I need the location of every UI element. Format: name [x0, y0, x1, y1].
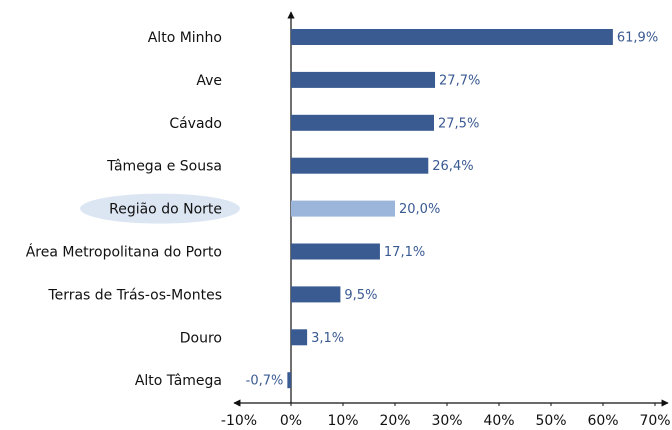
- value-label: 61,9%: [617, 31, 658, 46]
- x-tick-label: 60%: [587, 413, 618, 429]
- x-tick-label: 30%: [431, 413, 462, 429]
- x-tick-label: -10%: [221, 413, 257, 429]
- highlight: [80, 193, 240, 224]
- y-tick-label: Cávado: [169, 116, 222, 132]
- bar: [291, 157, 429, 174]
- y-tick-label: Tâmega e Sousa: [106, 159, 222, 175]
- bar: [291, 29, 613, 45]
- bar: [291, 200, 395, 217]
- bar: [291, 243, 380, 260]
- y-tick-label: Alto Tâmega: [135, 373, 222, 389]
- y-tick-label: Ave: [196, 73, 222, 89]
- x-tick-label: 0%: [280, 413, 302, 429]
- bar: [291, 114, 434, 131]
- value-label: 27,5%: [438, 116, 479, 131]
- x-tick-label: 10%: [327, 413, 358, 429]
- value-label: 26,4%: [432, 159, 473, 174]
- bar: [291, 286, 341, 303]
- value-label: -0,7%: [246, 374, 284, 389]
- bar: [287, 372, 291, 389]
- x-tick-label: 20%: [379, 413, 410, 429]
- y-tick-label: Região do Norte: [109, 202, 222, 218]
- y-tick-label: Área Metropolitana do Porto: [26, 244, 222, 261]
- x-tick-label: 40%: [483, 413, 514, 429]
- y-tick-label: Alto Minho: [148, 30, 222, 46]
- value-label: 9,5%: [344, 288, 377, 303]
- y-tick-label: Douro: [180, 330, 222, 346]
- bar: [291, 329, 308, 346]
- x-tick-label: 70%: [639, 413, 670, 429]
- value-label: 20,0%: [399, 202, 440, 217]
- value-label: 27,7%: [439, 73, 480, 88]
- y-tick-label: Terras de Trás-os-Montes: [47, 287, 222, 303]
- value-label: 3,1%: [311, 331, 344, 346]
- x-tick-label: 50%: [535, 413, 566, 429]
- value-label: 17,1%: [384, 245, 425, 260]
- bar: [291, 71, 436, 88]
